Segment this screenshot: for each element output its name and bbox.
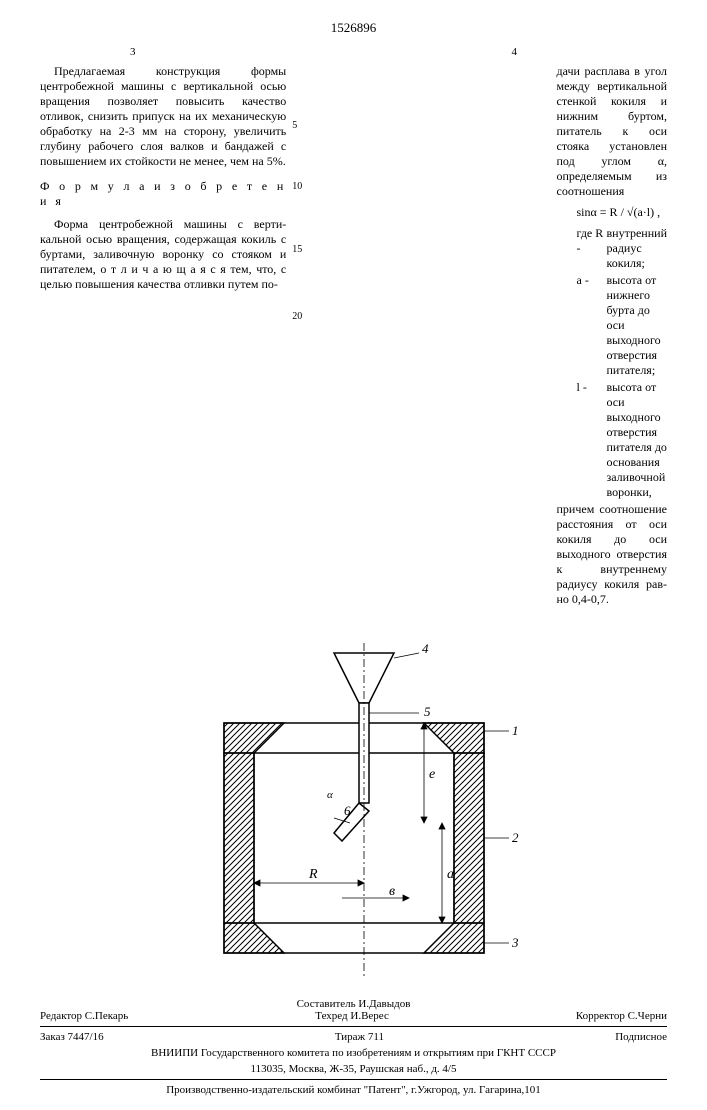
col-num-left: 3 — [130, 46, 136, 58]
corrector: Корректор С.Черни — [576, 1010, 667, 1022]
linemark-10: 10 — [292, 181, 306, 192]
definitions: где R - внутренний радиус кокиля; a - вы… — [577, 226, 668, 500]
def-row-a: a - высота от нижнего бурта до оси выход… — [577, 273, 668, 378]
vniipi-addr: 113035, Москва, Ж-35, Раушская наб., д. … — [40, 1063, 667, 1075]
dim-a: a — [447, 867, 454, 882]
left-para-1: Предлагаемая конструкция формы центробеж… — [40, 64, 286, 169]
publisher: Производственно-издательский комбинат "П… — [40, 1084, 667, 1096]
left-para-2: Форма центробежной машины с верти­кально… — [40, 217, 286, 292]
callout-4: 4 — [422, 641, 429, 656]
column-page-numbers: 3 4 — [40, 46, 667, 58]
right-para-1: дачи расплава в угол между вертикаль­ной… — [557, 64, 668, 199]
divider-1 — [40, 1026, 667, 1027]
def-sym-l: l - — [577, 380, 607, 500]
divider-2 — [40, 1079, 667, 1080]
callout-3: 3 — [511, 935, 519, 950]
def-text-R: внутренний радиус кокиля; — [607, 226, 668, 271]
svg-text:α: α — [327, 789, 333, 801]
order-number: Заказ 7447/16 — [40, 1031, 104, 1043]
techred: Техред И.Верес — [315, 1010, 389, 1022]
callout-6: 6 — [344, 803, 351, 818]
linemark-20: 20 — [292, 311, 306, 322]
podpisnoe: Подписное — [615, 1031, 667, 1043]
technical-diagram: R в a е 1 2 3 4 5 6 α — [40, 623, 667, 983]
editor: Редактор С.Пекарь — [40, 1010, 128, 1022]
credits-row: Редактор С.Пекарь Техред И.Верес Коррект… — [40, 1010, 667, 1022]
def-sym-R: где R - — [577, 226, 607, 271]
def-sym-a: a - — [577, 273, 607, 378]
linemark-15: 15 — [292, 244, 306, 255]
col-num-right: 4 — [512, 46, 518, 58]
invention-formula-heading: Ф о р м у л а и з о б р е т е н и я — [40, 179, 286, 209]
callout-1: 1 — [512, 723, 519, 738]
formula-sin-alpha: sinα = R / √(a·l) , — [577, 205, 668, 220]
tirage: Тираж 711 — [335, 1031, 384, 1043]
right-para-2: причем соотношение расстояния от оси кок… — [557, 502, 668, 607]
page-root: 1526896 3 4 Предлагаемая конструкция фор… — [0, 0, 707, 1110]
diagram-svg: R в a е 1 2 3 4 5 6 α — [184, 623, 524, 983]
left-column: Предлагаемая конструкция формы центробеж… — [40, 64, 286, 613]
callout-5: 5 — [424, 704, 431, 719]
def-row-R: где R - внутренний радиус кокиля; — [577, 226, 668, 271]
dim-R: R — [308, 867, 318, 882]
order-row: Заказ 7447/16 Тираж 711 Подписное — [40, 1031, 667, 1043]
linemark-5: 5 — [292, 120, 306, 131]
def-text-l: высота от оси выходного от­верстия питат… — [607, 380, 668, 500]
dim-e: е — [429, 767, 435, 782]
def-row-l: l - высота от оси выходного от­верстия п… — [577, 380, 668, 500]
two-column-layout: Предлагаемая конструкция формы центробеж… — [40, 64, 667, 613]
callout-2: 2 — [512, 830, 519, 845]
patent-number: 1526896 — [40, 20, 667, 36]
def-text-a: высота от нижнего бурта до оси выходного… — [607, 273, 668, 378]
vniipi: ВНИИПИ Государственного комитета по изоб… — [40, 1047, 667, 1059]
left-column-with-marks: Предлагаемая конструкция формы центробеж… — [40, 64, 533, 613]
right-column: дачи расплава в угол между вертикаль­ной… — [557, 64, 668, 613]
dim-v: в — [389, 884, 395, 899]
credits-block: Составитель И.Давыдов Редактор С.Пекарь … — [40, 998, 667, 1096]
line-numbers: 5 10 15 20 — [292, 64, 306, 613]
